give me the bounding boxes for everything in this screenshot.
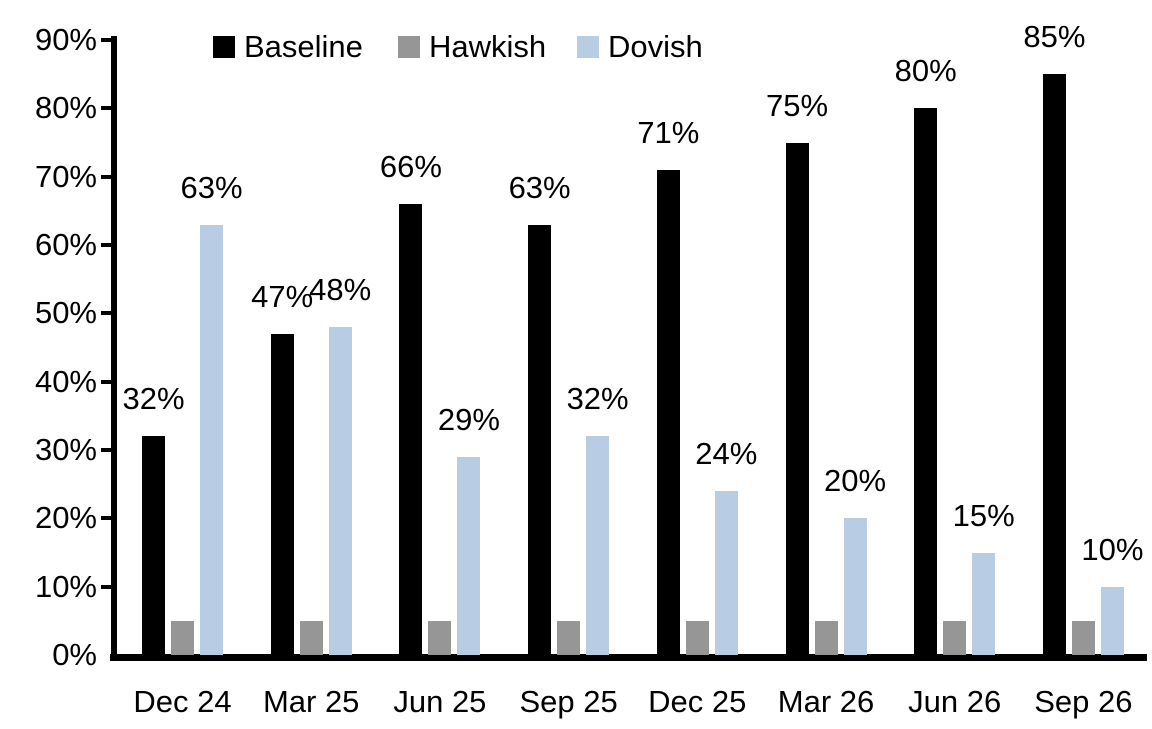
y-tick-label-10-: 10%: [34, 568, 97, 604]
data-label-baseline-jun-26: 80%: [894, 53, 957, 89]
y-axis-tick: [101, 584, 111, 589]
data-label-baseline-mar-25: 47%: [251, 278, 314, 314]
bar-baseline-dec-24: [142, 436, 165, 655]
bar-dovish-jun-25: [457, 456, 481, 655]
bar-baseline-sep-25: [528, 224, 552, 655]
legend-label-dovish: Dovish: [608, 29, 703, 64]
bar-hawkish-sep-25: [557, 620, 581, 655]
data-label-baseline-dec-25: 71%: [637, 114, 700, 150]
data-label-baseline-sep-25: 63%: [508, 169, 571, 205]
y-axis-tick: [101, 448, 111, 452]
data-label-baseline-dec-24: 32%: [122, 381, 185, 417]
bar-dovish-jun-26: [972, 552, 996, 655]
bar-dovish-sep-25: [586, 436, 610, 655]
bar-baseline-jun-25: [399, 204, 423, 655]
x-tick-label-dec-24: Dec 24: [133, 684, 232, 719]
bar-hawkish-jun-25: [428, 620, 452, 655]
legend: Baseline Hawkish Dovish: [0, 29, 1152, 64]
legend-swatch-hawkish-icon: [398, 36, 420, 58]
data-label-baseline-mar-26: 75%: [765, 87, 829, 123]
bar-baseline-jun-26: [914, 108, 938, 655]
x-tick-label-mar-25: Mar 25: [262, 684, 360, 719]
data-label-baseline-sep-26: 85%: [1023, 19, 1086, 55]
x-tick-label-dec-25: Dec 25: [648, 684, 747, 719]
bar-baseline-dec-25: [656, 169, 680, 655]
legend-item-hawkish: Hawkish: [398, 29, 547, 64]
data-label-dovish-sep-25: 32%: [566, 381, 629, 417]
y-axis-tick: [101, 174, 111, 179]
legend-item-baseline: Baseline: [213, 29, 363, 64]
data-label-dovish-sep-26: 10%: [1081, 531, 1144, 567]
y-tick-label-30-: 30%: [34, 432, 97, 467]
y-tick-label-20-: 20%: [34, 500, 97, 536]
y-axis-tick: [101, 106, 111, 111]
data-label-dovish-mar-26: 20%: [823, 463, 887, 499]
data-label-dovish-mar-25: 48%: [309, 272, 372, 307]
x-tick-label-jun-25: Jun 25: [393, 684, 487, 719]
data-label-baseline-jun-25: 66%: [379, 149, 442, 184]
legend-label-hawkish: Hawkish: [429, 29, 547, 64]
y-tick-label-40-: 40%: [34, 363, 97, 399]
x-tick-label-jun-26: Jun 26: [908, 684, 1002, 719]
x-axis-line: [110, 654, 1147, 661]
bar-baseline-mar-25: [270, 333, 294, 655]
legend-item-dovish: Dovish: [577, 29, 703, 64]
x-tick-label-sep-26: Sep 26: [1034, 684, 1133, 719]
y-tick-label-60-: 60%: [34, 227, 97, 262]
bar-hawkish-mar-26: [814, 620, 838, 655]
bar-baseline-sep-26: [1042, 74, 1066, 655]
bar-hawkish-jun-26: [943, 620, 967, 655]
legend-label-baseline: Baseline: [244, 29, 363, 64]
bar-baseline-mar-26: [785, 142, 809, 655]
data-label-dovish-dec-24: 63%: [180, 169, 243, 205]
data-label-dovish-jun-26: 15%: [952, 497, 1015, 533]
y-tick-label-70-: 70%: [34, 158, 97, 194]
y-axis-tick: [101, 38, 111, 42]
bar-dovish-mar-25: [328, 327, 352, 655]
bar-dovish-sep-26: [1100, 586, 1124, 655]
y-axis-tick: [101, 516, 111, 521]
y-tick-label-80-: 80%: [34, 90, 97, 126]
legend-swatch-dovish-icon: [577, 36, 599, 58]
bar-hawkish-sep-26: [1071, 620, 1095, 655]
data-label-dovish-dec-25: 24%: [695, 436, 758, 471]
legend-swatch-baseline-icon: [213, 36, 235, 58]
y-axis-tick: [101, 379, 111, 384]
y-tick-label-90-: 90%: [34, 22, 97, 57]
y-tick-label-0-: 0%: [52, 637, 97, 672]
bar-dovish-mar-26: [843, 518, 867, 655]
x-tick-label-sep-25: Sep 25: [519, 684, 618, 719]
bar-hawkish-dec-25: [685, 620, 709, 655]
bar-dovish-dec-25: [714, 491, 738, 655]
bar-hawkish-dec-24: [171, 620, 194, 655]
bar-dovish-dec-24: [200, 224, 223, 655]
data-label-dovish-jun-25: 29%: [437, 401, 500, 437]
y-axis-tick: [101, 311, 111, 316]
y-axis-tick: [101, 243, 111, 247]
x-tick-label-mar-26: Mar 26: [777, 684, 875, 719]
y-axis-line: [111, 36, 117, 661]
bar-hawkish-mar-25: [299, 620, 323, 655]
y-tick-label-50-: 50%: [34, 295, 97, 331]
